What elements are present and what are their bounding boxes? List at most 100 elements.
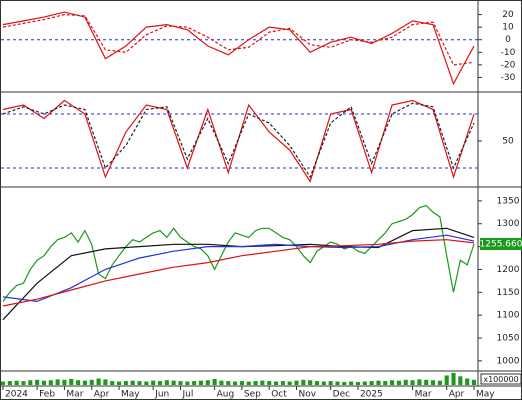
volume-bar [390, 380, 395, 385]
x-tick-label: May [476, 390, 495, 400]
series-line [2, 204, 475, 302]
volume-bar [471, 379, 477, 385]
volume-bar [314, 381, 320, 385]
volume-bar [430, 380, 436, 385]
volume-bar [69, 378, 74, 385]
volume-bar [82, 380, 87, 385]
series-line [2, 11, 475, 86]
y-tick-label: 1200 [497, 265, 520, 275]
volume-bar [260, 380, 265, 385]
volume-bar [198, 380, 204, 385]
volume-bar [342, 381, 347, 385]
volume-bar [451, 372, 456, 385]
volume-bar [301, 379, 306, 385]
series-line [2, 234, 475, 303]
volume-bar [110, 381, 115, 385]
volume-bar [349, 381, 354, 385]
volume-bar [103, 379, 108, 385]
volume-bar [335, 381, 340, 385]
last-value-label: 1255.660 [480, 240, 522, 250]
volume-bar [130, 380, 135, 385]
volume-bar [21, 381, 26, 385]
volume-bar [287, 381, 292, 385]
volume-bar [157, 381, 163, 385]
volume-bar [151, 380, 156, 385]
volume-bar [267, 381, 272, 385]
x-tick-label: Jun [154, 390, 169, 400]
volume-bar [465, 378, 470, 385]
volume-bar [192, 381, 197, 385]
volume-bar [171, 380, 176, 385]
volume-bar [321, 381, 326, 385]
volume-bar [328, 381, 333, 385]
y-tick-label: 0 [505, 35, 511, 45]
y-tick-label: 1350 [497, 196, 520, 206]
x-tick-label: Apr [449, 390, 465, 400]
volume-bar [123, 381, 128, 385]
y-tick-label: -10 [501, 48, 516, 58]
volume-bar [246, 381, 251, 385]
y-tick-label: 20 [502, 10, 514, 20]
volume-bar [0, 381, 6, 385]
volume-bar [55, 379, 60, 385]
y-tick-label: 1100 [497, 311, 520, 321]
series-line [2, 102, 475, 179]
volume-bar [396, 380, 401, 385]
volume-bar [369, 381, 374, 385]
volume-bar [458, 376, 463, 385]
x-tick-label: 2025 [360, 390, 383, 400]
volume-bar [28, 380, 33, 385]
y-tick-label: 50 [502, 137, 514, 147]
x-tick-label: Aug [217, 390, 235, 400]
volume-bar [437, 380, 442, 385]
volume-bar [62, 379, 67, 385]
y-tick-label: 10 [502, 23, 514, 33]
y-tick-label: 1000 [497, 356, 520, 366]
volume-bar [308, 380, 313, 385]
volume-bar [212, 378, 217, 385]
volume-bar [116, 381, 122, 385]
series-line [2, 13, 475, 66]
y-tick-label: -30 [501, 73, 516, 83]
volume-bar [294, 380, 299, 385]
y-tick-label: 1050 [497, 334, 520, 344]
x-tick-label: Feb [39, 390, 55, 400]
volume-bar [280, 381, 285, 385]
volume-bar [76, 380, 81, 385]
volume-bar [444, 375, 449, 385]
y-tick-label: -20 [501, 60, 516, 70]
series-line [2, 99, 475, 183]
volume-unit-label: x100000 [483, 375, 518, 384]
volume-bar [89, 379, 94, 385]
volume-bar [403, 379, 408, 385]
volume-bar [239, 381, 244, 385]
x-tick-label: Apr [94, 390, 110, 400]
volume-bar [185, 381, 190, 385]
volume-bar [273, 381, 279, 385]
volume-bar [178, 381, 183, 385]
series-line [2, 239, 475, 307]
volume-bar [424, 379, 429, 385]
volume-bar [226, 381, 231, 385]
volume-bar [7, 381, 12, 385]
volume-bar [41, 380, 47, 385]
volume-bar [219, 380, 224, 385]
volume-bar [164, 380, 169, 385]
x-tick-label: Mar [415, 390, 432, 400]
x-tick-label: Sep [244, 390, 261, 400]
x-tick-label: Nov [299, 390, 317, 400]
volume-bar [205, 380, 210, 385]
x-tick-label: Jul [181, 390, 193, 400]
x-tick-label: 2024 [5, 390, 28, 400]
volume-bar [376, 380, 381, 385]
volume-bar [253, 381, 258, 385]
volume-bar [362, 381, 367, 385]
x-tick-label: Oct [271, 390, 287, 400]
volume-bar [410, 380, 415, 385]
unit-box [480, 373, 522, 385]
volume-bar [233, 381, 238, 385]
volume-bar [35, 379, 40, 385]
volume-bar [355, 381, 361, 385]
